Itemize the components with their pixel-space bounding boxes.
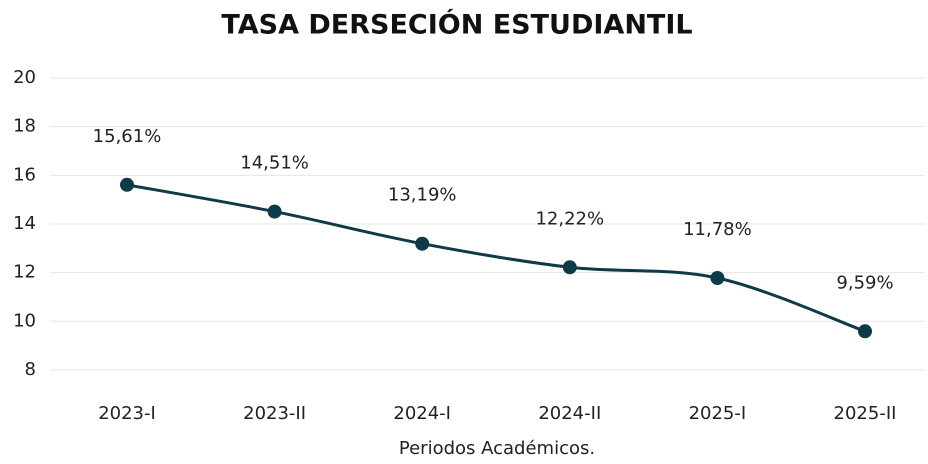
y-tick-label: 14 xyxy=(13,213,36,234)
point xyxy=(267,204,282,219)
y-tick-label: 8 xyxy=(25,359,36,380)
x-tick-label: 2025-I xyxy=(689,403,747,424)
data-label: 15,61% xyxy=(93,126,162,147)
chart-title: TASA DERSECIÓN ESTUDIANTIL xyxy=(221,9,692,41)
x-tick-label: 2023-II xyxy=(243,403,306,424)
data-label: 14,51% xyxy=(240,153,309,174)
x-tick-label: 2023-I xyxy=(98,403,156,424)
y-tick-label: 18 xyxy=(13,116,36,137)
point xyxy=(415,236,430,251)
data-label: 12,22% xyxy=(535,208,604,229)
x-tick-label: 2024-I xyxy=(393,403,451,424)
line xyxy=(126,183,866,333)
point xyxy=(710,270,725,285)
point xyxy=(120,177,134,192)
data-label: 9,59% xyxy=(836,272,893,293)
y-tick-label: 16 xyxy=(13,164,36,185)
point xyxy=(858,324,872,339)
data-label: 13,19% xyxy=(388,185,457,206)
x-tick-label: 2025-II xyxy=(834,403,897,424)
y-tick-label: 10 xyxy=(13,310,36,331)
x-axis-label: Periodos Académicos. xyxy=(399,438,595,459)
y-tick-label: 20 xyxy=(13,67,36,88)
y-tick-label: 12 xyxy=(13,262,36,283)
data-label: 11,78% xyxy=(683,219,752,240)
point xyxy=(562,260,577,275)
x-tick-label: 2024-II xyxy=(538,403,601,424)
